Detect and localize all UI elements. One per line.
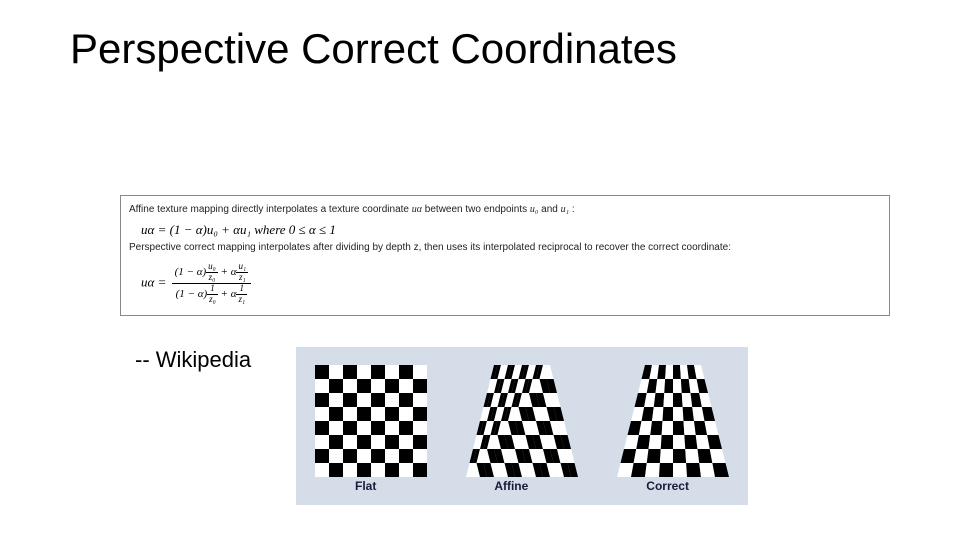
checker-panel: Flat Affine Correct [296,347,748,505]
den: z₀ [207,295,218,305]
term: + α [218,288,237,300]
board-correct [617,365,729,477]
term: (1 − α) [175,266,207,278]
affine-description: Affine texture mapping directly interpol… [129,202,881,218]
board-flat [315,365,427,477]
attribution: -- Wikipedia [135,347,251,373]
den: z₁ [236,295,247,305]
page-title: Perspective Correct Coordinates [70,25,677,73]
text: Affine texture mapping directly interpol… [129,204,412,215]
text: : [569,204,575,215]
term: (1 − α) [176,288,208,300]
perspective-equation: uα = (1 − α)u₀z₀ + αu₁z₁(1 − α)1z₀ + α1z… [141,260,881,307]
checker-row [296,347,748,477]
board-affine-wrap [457,365,587,477]
label-affine: Affine [494,479,528,493]
math-var: u₁ [561,204,569,215]
label-correct: Correct [646,479,689,493]
eq-rhs: (1 − α)u₀ + αu₁ [170,222,251,237]
label-flat: Flat [355,479,376,493]
perspective-description: Perspective correct mapping interpolates… [129,240,881,256]
den: z₁ [236,273,248,283]
board-affine [466,365,578,477]
term: + α [218,266,237,278]
eq-lhs: uα = [141,274,170,289]
math-var: uα [412,204,422,215]
perspective-fraction: (1 − α)u₀z₀ + αu₁z₁(1 − α)1z₀ + α1z₁ [172,262,252,305]
text: between two endpoints [422,204,530,215]
board-flat-wrap [306,365,436,477]
eq-lhs: uα = [141,222,170,237]
affine-equation: uα = (1 − α)u₀ + αu₁ where 0 ≤ α ≤ 1 [141,222,881,238]
text: and [538,204,560,215]
den: z₀ [206,273,218,283]
formula-box: Affine texture mapping directly interpol… [120,195,890,316]
eq-where: where 0 ≤ α ≤ 1 [251,222,336,237]
checker-labels: Flat Affine Correct [296,477,748,493]
board-correct-wrap [608,365,738,477]
